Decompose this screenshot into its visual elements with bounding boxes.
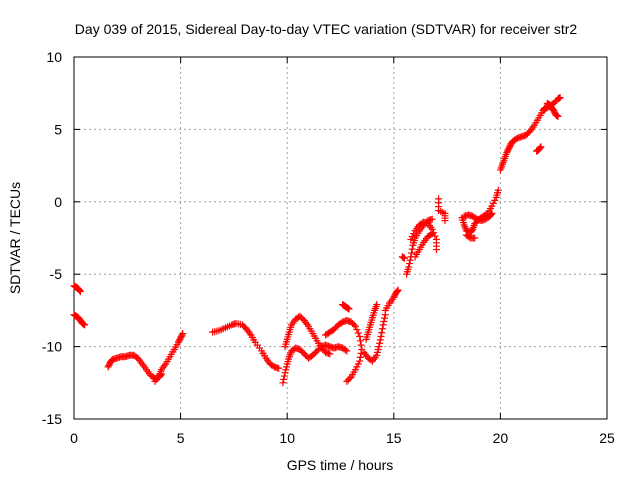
data-point [279,379,287,387]
y-tick-label: 10 [46,49,62,65]
x-tick-label: 5 [177,430,185,446]
data-point [280,372,288,380]
data-point [428,230,436,238]
data-point [441,217,449,225]
data-point [280,375,288,383]
data-point [393,287,401,295]
tick-labels: 0 5 10 15 20 25 -15 -10 -5 0 5 10 [42,49,615,446]
x-tick-label: 0 [70,430,78,446]
data-point [350,321,358,329]
data-point [351,322,359,330]
data-point [488,209,496,217]
data-point [76,287,84,295]
axis-ticks [73,56,608,420]
data-point [408,249,416,257]
data-point [554,112,562,120]
data-point [373,301,381,309]
data-point [381,314,389,322]
grid [74,57,607,419]
data-point [537,143,545,151]
data-point [380,318,388,326]
data-point [378,329,386,337]
plot-frame [73,56,608,420]
data-point [275,364,283,372]
data-point [179,330,187,338]
y-tick-label: -5 [50,266,63,282]
data-point [379,321,387,329]
data-point [405,263,413,271]
data-point [356,353,364,361]
data-point [81,321,89,329]
data-point [556,94,564,102]
data-point [394,286,402,294]
data-point [378,325,386,333]
y-axis-label: SDTVAR / TECUs [7,182,23,294]
data-point [408,245,416,253]
data-point [178,331,186,339]
data-points [70,94,564,387]
x-tick-label: 10 [279,430,295,446]
data-point [356,332,364,340]
y-tick-label: -15 [42,411,62,427]
x-tick-label: 15 [386,430,402,446]
y-tick-label: 0 [54,194,62,210]
data-point [432,246,440,254]
y-tick-label: 5 [54,121,62,137]
x-axis-label: GPS time / hours [287,457,394,473]
chart-title: Day 039 of 2015, Sidereal Day-to-day VTE… [75,21,578,37]
data-point [428,215,436,223]
data-point [343,347,351,355]
data-point [354,329,362,337]
data-point [405,260,413,268]
data-point [76,288,84,296]
x-tick-label: 20 [493,430,509,446]
data-point [536,144,544,152]
data-point [341,346,349,354]
data-point [357,341,365,349]
data-point [400,254,408,262]
data-point [487,210,495,218]
y-tick-label: -10 [42,339,62,355]
data-point [345,305,353,313]
data-point [356,337,364,345]
data-point [376,336,384,344]
data-point [377,332,385,340]
data-point [326,350,334,358]
data-point [494,186,502,194]
data-point [344,376,352,384]
data-point [375,343,383,351]
data-point [406,256,414,264]
data-point [343,377,351,385]
data-point [376,339,384,347]
data-point [353,326,361,334]
x-tick-label: 25 [599,430,615,446]
plot-border [73,56,608,420]
data-point [427,231,435,239]
data-point [471,234,479,242]
